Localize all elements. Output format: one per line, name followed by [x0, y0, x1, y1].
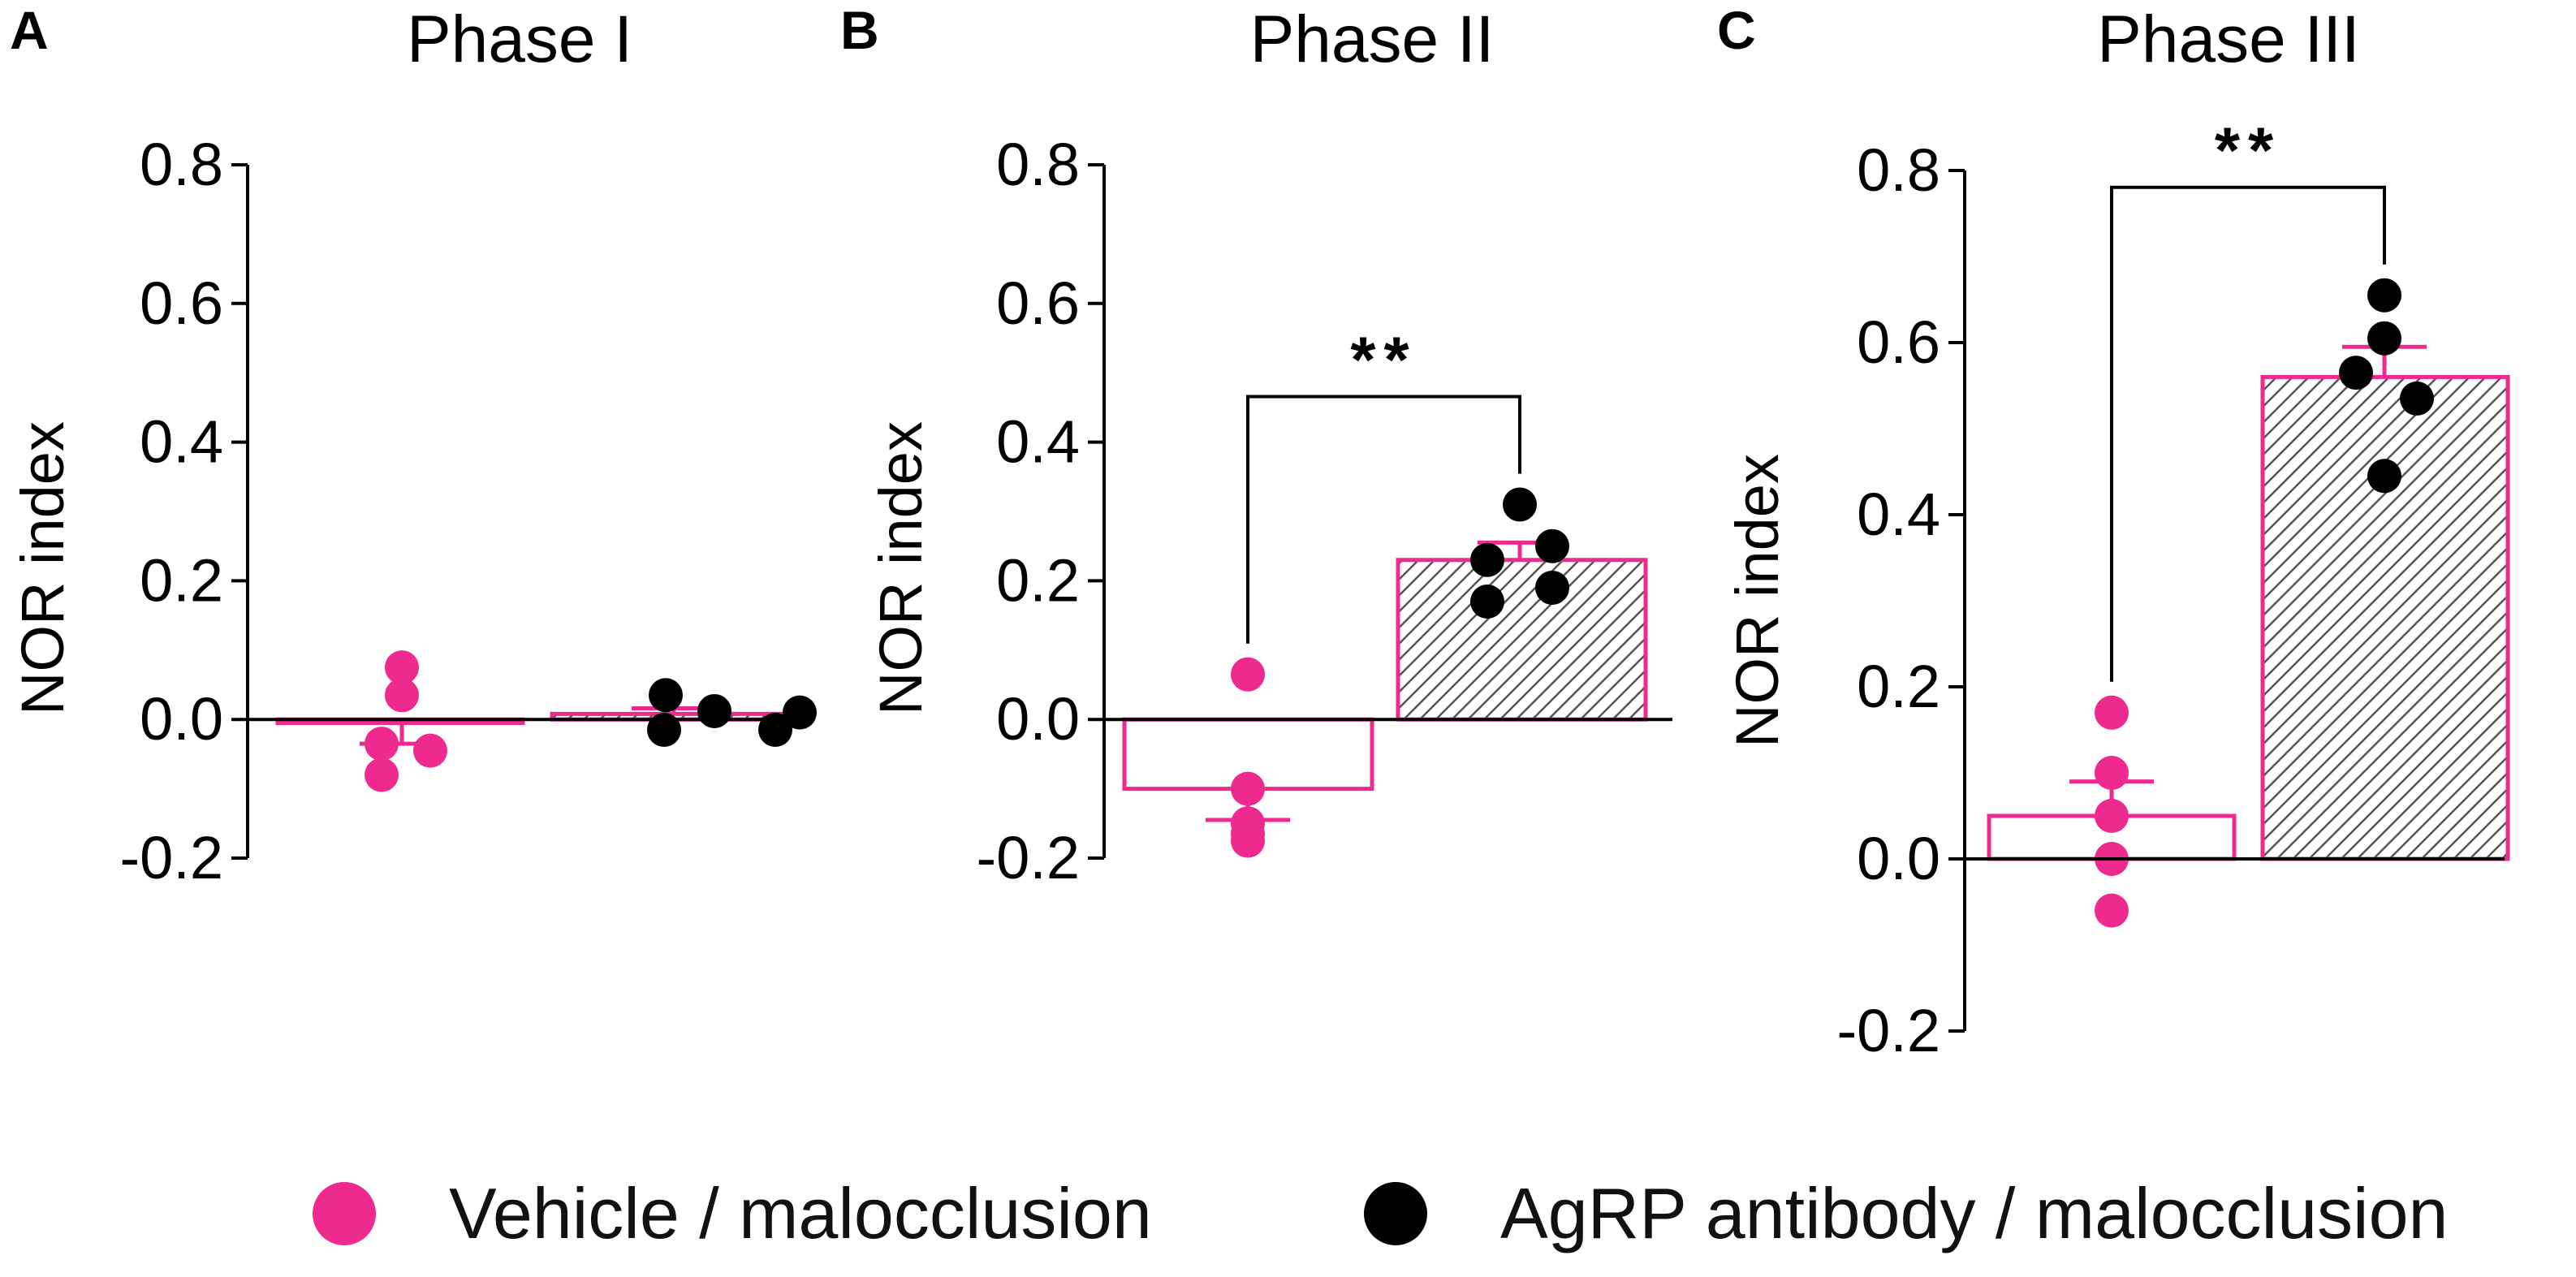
y-tick-label: 0.2 [140, 546, 223, 614]
legend: Vehicle / malocclusion AgRP antibody / m… [0, 1169, 2576, 1258]
y-tick-label: -0.2 [1836, 997, 1940, 1064]
panel-title: Phase I [407, 2, 632, 76]
panel-letter: B [840, 0, 879, 60]
data-point-vehicle [365, 758, 399, 792]
significance-label: ** [2215, 114, 2281, 187]
y-tick-label: 0.0 [996, 685, 1080, 753]
data-point-vehicle [2095, 799, 2129, 833]
y-tick-label: 0.8 [996, 131, 1080, 198]
data-point-agrp [697, 694, 731, 728]
panel-a: A Phase I NOR index 0.8 0.6 0.4 0.2 0.0 -0.2 [9, 0, 817, 891]
data-point-agrp [649, 678, 683, 712]
y-axis-label: NOR index [867, 421, 934, 715]
y-tick-label: 0.2 [996, 546, 1080, 614]
data-point-agrp [2339, 356, 2373, 390]
bar-agrp [1398, 560, 1646, 719]
y-tick-label: 0.8 [140, 131, 223, 198]
panel-letter: C [1717, 0, 1756, 60]
panel-title: Phase III [2097, 2, 2360, 76]
significance-label: ** [1350, 323, 1417, 395]
y-tick-label: 0.4 [1857, 481, 1940, 548]
panel-letter: A [10, 0, 49, 60]
panel-c: C Phase III NOR index 0.8 0.6 0.4 0.2 0.0 -0.2 ** [1717, 0, 2508, 1064]
bar-agrp [2263, 377, 2508, 859]
figure: A Phase I NOR index 0.8 0.6 0.4 0.2 0.0 -0.2 B Pha… [0, 0, 2576, 1277]
data-point-vehicle [365, 727, 399, 761]
legend-marker-vehicle [313, 1182, 376, 1245]
data-point-vehicle [2095, 696, 2129, 730]
y-tick-label: 0.4 [140, 408, 223, 476]
legend-label-vehicle: Vehicle / malocclusion [449, 1172, 1152, 1255]
y-tick-label: 0.6 [1857, 308, 1940, 376]
y-tick-label: 0.6 [996, 270, 1080, 337]
data-point-agrp [2400, 382, 2434, 416]
data-point-agrp [2367, 459, 2401, 493]
panel-b: B Phase II NOR index 0.8 0.6 0.4 0.2 0.0 -0.2 ** [840, 0, 1672, 891]
data-point-agrp [2367, 321, 2401, 356]
data-point-vehicle [1231, 824, 1265, 858]
y-axis-label: NOR index [9, 421, 76, 715]
legend-item-agrp: AgRP antibody / malocclusion [1364, 1169, 2448, 1258]
data-point-vehicle [2095, 894, 2129, 928]
y-tick-label: 0.2 [1857, 653, 1940, 720]
data-point-agrp [1503, 487, 1537, 521]
legend-item-vehicle: Vehicle / malocclusion [313, 1169, 1152, 1258]
y-tick-label: -0.2 [119, 824, 223, 891]
y-tick-label: 0.0 [140, 685, 223, 753]
y-axis-label: NOR index [1724, 454, 1791, 748]
data-point-agrp [1535, 529, 1569, 563]
data-point-agrp [1535, 571, 1569, 605]
panel-title: Phase II [1250, 2, 1495, 76]
legend-marker-agrp [1364, 1182, 1427, 1245]
data-point-vehicle [385, 678, 419, 712]
data-point-vehicle [2095, 756, 2129, 790]
data-point-agrp [1470, 543, 1504, 577]
y-tick-label: 0.6 [140, 270, 223, 337]
data-point-vehicle [1231, 658, 1265, 692]
data-point-vehicle [1231, 772, 1265, 806]
data-point-agrp [2367, 278, 2401, 313]
y-tick-label: 0.0 [1857, 825, 1940, 892]
data-point-vehicle [413, 734, 447, 768]
y-tick-label: 0.4 [996, 408, 1080, 476]
y-tick-label: -0.2 [976, 824, 1080, 891]
y-tick-label: 0.8 [1857, 136, 1940, 204]
legend-label-agrp: AgRP antibody / malocclusion [1500, 1172, 2448, 1255]
data-point-agrp [1470, 585, 1504, 619]
data-point-agrp [783, 696, 817, 730]
